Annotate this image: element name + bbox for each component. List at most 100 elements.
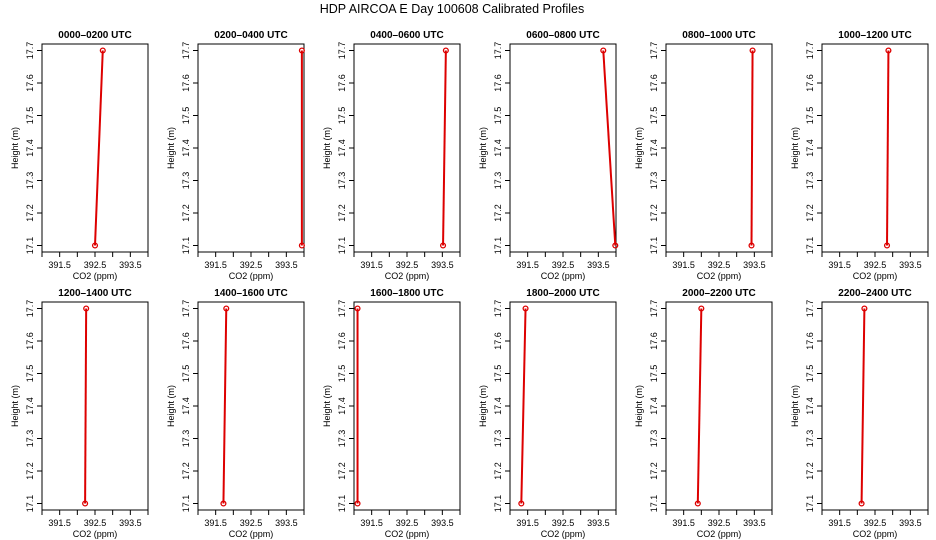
y-axis-label: Height (m) — [634, 385, 644, 427]
data-point — [748, 242, 755, 249]
y-tick-label: 17.5 — [337, 107, 347, 125]
y-tick-label: 17.5 — [649, 107, 659, 125]
x-tick-label: 393.5 — [119, 518, 142, 528]
x-tick-label: 393.5 — [275, 260, 298, 270]
x-axis-label: CO2 (ppm) — [853, 271, 898, 281]
x-axis-label: CO2 (ppm) — [73, 529, 118, 539]
profile-line — [222, 308, 228, 504]
profile-line — [84, 308, 88, 504]
data-point — [885, 47, 892, 54]
y-tick-label: 17.2 — [25, 204, 35, 222]
y-axis-label: Height (m) — [478, 127, 488, 169]
y-tick-label: 17.1 — [649, 495, 659, 513]
y-tick-label: 17.1 — [181, 237, 191, 255]
x-tick-label: 392.5 — [396, 260, 419, 270]
y-tick-label: 17.1 — [25, 495, 35, 513]
plot-frame — [41, 301, 149, 511]
x-axis-label: CO2 (ppm) — [697, 529, 742, 539]
y-tick-label: 17.5 — [649, 365, 659, 383]
x-axis-label: CO2 (ppm) — [853, 529, 898, 539]
x-axis-label: CO2 (ppm) — [385, 271, 430, 281]
y-tick-label: 17.3 — [25, 430, 35, 448]
profile-line — [696, 308, 703, 504]
data-point — [223, 305, 230, 312]
y-tick-label: 17.2 — [337, 462, 347, 480]
profile-line — [94, 50, 104, 246]
panel-title: 0600–0800 UTC — [526, 30, 599, 41]
y-tick-label: 17.7 — [805, 42, 815, 60]
y-tick-label: 17.2 — [805, 462, 815, 480]
data-point — [694, 500, 701, 507]
profile-line — [442, 50, 447, 246]
y-tick-label: 17.2 — [493, 462, 503, 480]
y-tick-label: 17.2 — [181, 462, 191, 480]
y-tick-label: 17.7 — [181, 300, 191, 318]
y-tick-label: 17.7 — [25, 42, 35, 60]
data-point — [354, 500, 361, 507]
data-point — [861, 305, 868, 312]
x-axis-label: CO2 (ppm) — [229, 271, 274, 281]
x-tick-label: 392.5 — [84, 518, 107, 528]
y-tick-label: 17.6 — [181, 74, 191, 92]
y-tick-label: 17.3 — [805, 172, 815, 190]
x-tick-label: 393.5 — [431, 260, 454, 270]
y-tick-label: 17.7 — [649, 300, 659, 318]
data-point — [354, 305, 361, 312]
data-point — [518, 500, 525, 507]
x-axis-label: CO2 (ppm) — [385, 529, 430, 539]
y-tick-label: 17.7 — [337, 42, 347, 60]
data-point — [442, 47, 449, 54]
x-tick-label: 393.5 — [899, 260, 922, 270]
y-tick-label: 17.4 — [649, 139, 659, 157]
x-tick-label: 392.5 — [84, 260, 107, 270]
x-tick-label: 391.5 — [828, 260, 851, 270]
y-tick-label: 17.1 — [805, 237, 815, 255]
y-axis-label: Height (m) — [322, 127, 332, 169]
plot-frame — [665, 301, 773, 511]
y-tick-label: 17.6 — [649, 74, 659, 92]
y-tick-label: 17.1 — [493, 237, 503, 255]
data-point — [220, 500, 227, 507]
y-axis-label: Height (m) — [166, 127, 176, 169]
data-point — [600, 47, 607, 54]
x-tick-label: 392.5 — [864, 260, 887, 270]
x-tick-label: 391.5 — [48, 260, 71, 270]
y-tick-label: 17.4 — [25, 139, 35, 157]
x-tick-label: 393.5 — [743, 260, 766, 270]
x-tick-label: 392.5 — [708, 260, 731, 270]
data-point — [612, 242, 619, 249]
y-tick-label: 17.4 — [337, 397, 347, 415]
y-tick-label: 17.1 — [337, 495, 347, 513]
y-tick-label: 17.6 — [493, 74, 503, 92]
data-point — [858, 500, 865, 507]
y-tick-label: 17.5 — [25, 365, 35, 383]
y-axis-label: Height (m) — [10, 127, 20, 169]
y-tick-label: 17.5 — [25, 107, 35, 125]
profile-line — [520, 308, 527, 504]
x-tick-label: 391.5 — [360, 518, 383, 528]
x-tick-label: 391.5 — [360, 260, 383, 270]
plot-frame — [197, 43, 305, 253]
y-tick-label: 17.5 — [805, 107, 815, 125]
y-axis-label: Height (m) — [478, 385, 488, 427]
panel-title: 0200–0400 UTC — [214, 30, 287, 41]
panel-title: 1400–1600 UTC — [214, 288, 287, 299]
data-point — [298, 242, 305, 249]
y-tick-label: 17.2 — [337, 204, 347, 222]
y-axis-label: Height (m) — [790, 127, 800, 169]
plot-frame — [821, 43, 929, 253]
plot-frame — [197, 301, 305, 511]
x-tick-label: 392.5 — [396, 518, 419, 528]
x-tick-label: 391.5 — [48, 518, 71, 528]
